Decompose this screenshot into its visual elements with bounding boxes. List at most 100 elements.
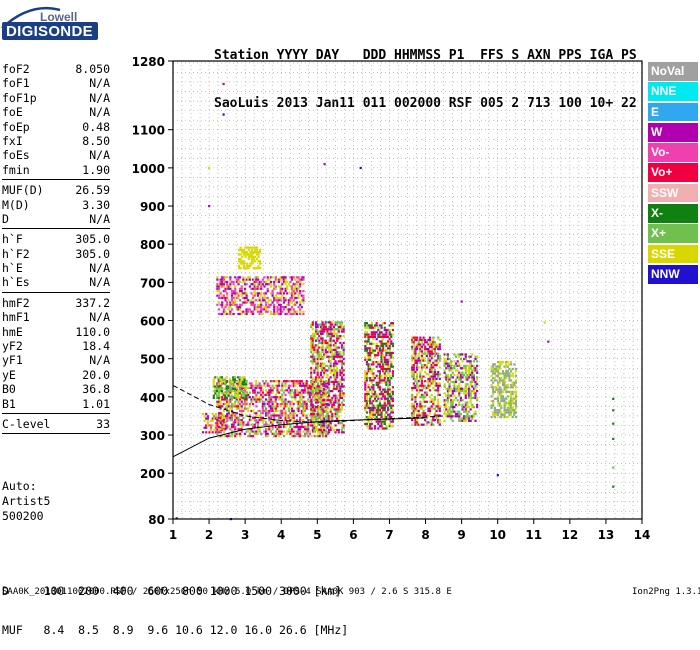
echo-point (422, 357, 425, 360)
echo-point (334, 408, 337, 411)
echo-point (422, 414, 425, 417)
echo-point (446, 367, 450, 370)
echo-point (250, 246, 254, 249)
echo-point (365, 347, 369, 350)
echo-point (375, 347, 378, 350)
echo-point (319, 357, 323, 361)
echo-point (234, 285, 237, 288)
echo-point (302, 389, 305, 392)
echo-point (383, 342, 386, 345)
param-label: yF2 (2, 339, 23, 354)
echo-point (286, 308, 289, 311)
echo-point (279, 292, 282, 295)
echo-point (235, 407, 238, 410)
echo-point (427, 361, 430, 364)
echo-point (313, 435, 316, 438)
echo-point (433, 377, 437, 380)
echo-point (234, 428, 237, 431)
echo-point (221, 280, 224, 284)
echo-point (323, 425, 326, 429)
echo-point (378, 324, 382, 327)
echo-point (437, 382, 440, 385)
echo-point (211, 431, 214, 434)
echo-point (415, 343, 419, 346)
echo-point (282, 402, 286, 406)
echo-point (388, 365, 391, 368)
echo-point (264, 301, 268, 304)
echo-point (258, 283, 261, 286)
echo-point (294, 303, 297, 306)
echo-point (386, 399, 390, 403)
echo-point (241, 251, 244, 254)
echo-point (372, 326, 375, 329)
echo-point (445, 378, 448, 381)
echo-point (294, 389, 297, 392)
echo-point (464, 406, 467, 409)
echo-point (383, 381, 386, 384)
echo-point (316, 392, 319, 395)
echo-point (378, 388, 382, 391)
echo-point (224, 424, 227, 427)
echo-point (438, 421, 441, 424)
echo-point (310, 406, 313, 409)
echo-point (305, 416, 308, 419)
echo-point (332, 380, 336, 384)
echo-point (508, 404, 511, 407)
echo-point (420, 368, 424, 371)
echo-point (424, 391, 427, 394)
echo-point (266, 400, 269, 403)
echo-point (258, 382, 261, 385)
echo-point (369, 377, 372, 380)
echo-point (239, 421, 242, 424)
echo-point (274, 432, 277, 435)
echo-point (453, 380, 456, 384)
echo-point (435, 384, 438, 387)
echo-point (506, 370, 509, 373)
echo-point (375, 409, 378, 412)
echo-point (342, 403, 345, 406)
echo-point (221, 414, 224, 417)
echo-point (319, 401, 323, 404)
echo-point (302, 405, 305, 408)
echo-point (235, 308, 238, 311)
echo-point (250, 303, 253, 306)
echo-point (321, 367, 324, 370)
echo-point (308, 384, 312, 387)
echo-point (411, 359, 414, 362)
echo-point (505, 360, 508, 364)
echo-point (329, 389, 332, 393)
echo-point (498, 390, 501, 393)
echo-point (385, 383, 388, 387)
echo-point (287, 310, 290, 313)
echo-point (415, 384, 419, 387)
echo-point (235, 412, 238, 415)
echo-point (305, 402, 308, 406)
echo-point (446, 378, 450, 381)
echo-point (252, 283, 255, 286)
echo-point (414, 396, 417, 399)
echo-point (372, 413, 375, 416)
echo-point (383, 367, 386, 371)
echo-point (417, 414, 420, 417)
echo-point (377, 422, 380, 426)
echo-point (446, 392, 450, 395)
echo-point (222, 380, 225, 383)
echo-point (415, 393, 419, 397)
echo-point (445, 360, 448, 363)
echo-point (255, 248, 258, 251)
echo-point (329, 325, 332, 329)
echo-point (498, 381, 501, 384)
echo-point (375, 354, 378, 357)
echo-point (313, 393, 316, 397)
echo-point (279, 421, 282, 424)
echo-point (212, 380, 215, 384)
echo-point (340, 383, 344, 386)
echo-point (365, 333, 369, 336)
echo-point (365, 415, 369, 419)
echo-point (336, 417, 339, 420)
echo-point (433, 341, 437, 344)
echo-point (276, 391, 279, 394)
echo-point (266, 402, 269, 406)
echo-point (268, 299, 271, 302)
echo-point (294, 310, 297, 313)
